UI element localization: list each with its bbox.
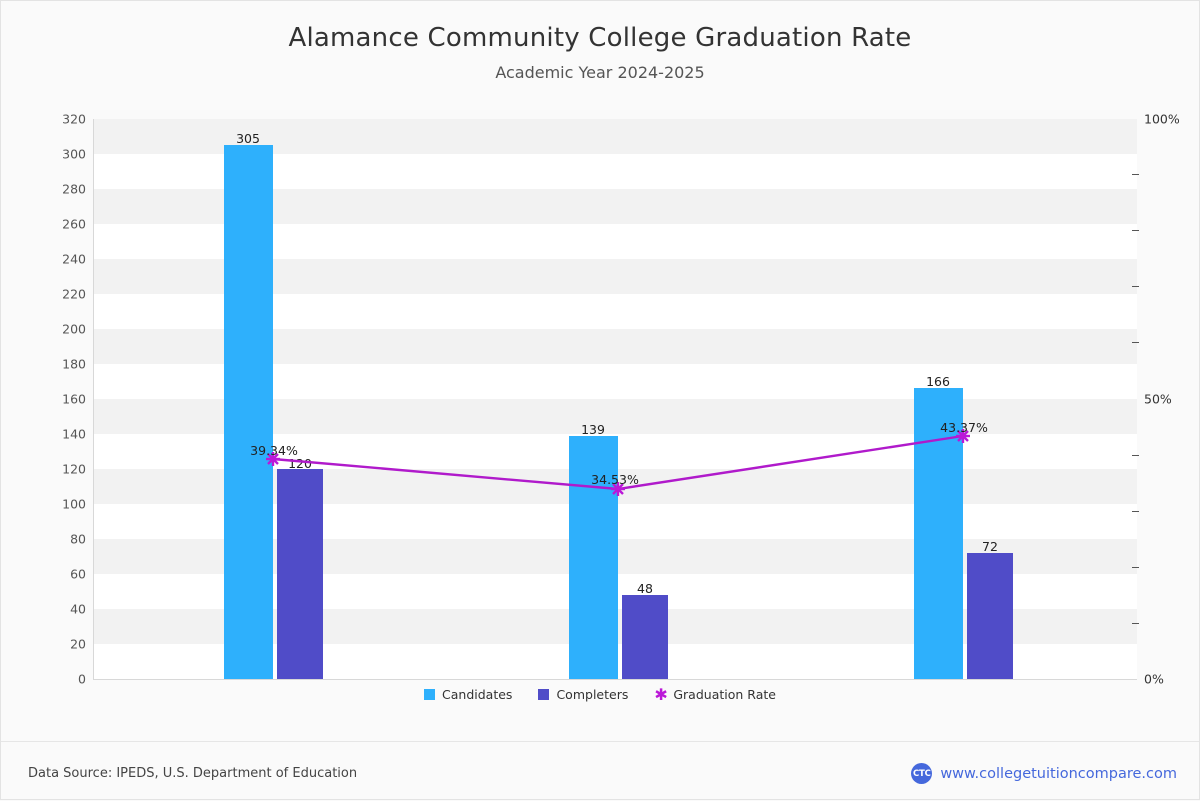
y2-axis-minor-tick <box>1132 342 1139 343</box>
y-axis-tick-40: 40 <box>70 601 86 617</box>
ctc-logo-icon: CTC <box>911 763 933 784</box>
y2-axis-tick-50: 50% <box>1144 391 1172 407</box>
y-axis-tick-320: 320 <box>62 111 86 127</box>
legend-item-graduation-rate[interactable]: ✱ Graduation Rate <box>654 685 776 704</box>
chart-title: Alamance Community College Graduation Ra… <box>288 23 912 53</box>
y-axis-tick-240: 240 <box>62 251 86 267</box>
legend-label-completers: Completers <box>556 687 629 702</box>
y-axis-tick-180: 180 <box>62 356 86 372</box>
y2-axis-minor-tick <box>1132 230 1139 231</box>
y-axis-tick-260: 260 <box>62 216 86 232</box>
footer-divider <box>1 741 1199 742</box>
y2-axis-minor-tick <box>1132 511 1139 512</box>
y-axis-tick-160: 160 <box>62 391 86 407</box>
legend-item-candidates[interactable]: Candidates <box>424 687 512 702</box>
legend-swatch-completers-icon <box>538 689 550 700</box>
bar-value-candidates-men: 139 <box>581 422 605 437</box>
rate-label-men: 34.53% <box>591 472 639 487</box>
rate-label-total: 39.34% <box>250 443 298 458</box>
y-axis-tick-300: 300 <box>62 146 86 162</box>
legend-item-completers[interactable]: Completers <box>538 687 628 702</box>
legend-star-marker-icon: ✱ <box>654 685 668 704</box>
bar-value-candidates-women: 166 <box>926 374 950 389</box>
bar-completers-total[interactable] <box>277 469 323 679</box>
chart-legend: Candidates Completers ✱ Graduation Rate <box>1 684 1199 705</box>
y2-axis-minor-tick <box>1132 286 1139 287</box>
y-axis-tick-280: 280 <box>62 181 86 197</box>
chart-subtitle: Academic Year 2024-2025 <box>495 63 705 82</box>
y-axis-tick-20: 20 <box>70 636 86 652</box>
bar-value-completers-total: 120 <box>288 456 312 471</box>
legend-label-graduation-rate: Graduation Rate <box>673 687 776 702</box>
y2-axis-tick-0: 0% <box>1144 671 1164 687</box>
legend-swatch-candidates-icon <box>424 689 436 700</box>
bar-value-candidates-total: 305 <box>236 131 260 146</box>
y-axis-tick-80: 80 <box>70 531 86 547</box>
legend-label-candidates: Candidates <box>442 687 513 702</box>
bar-candidates-total[interactable] <box>224 145 273 679</box>
bar-value-completers-women: 72 <box>982 539 998 554</box>
y2-axis-minor-tick <box>1132 174 1139 175</box>
bar-value-completers-men: 48 <box>637 581 653 596</box>
y-axis-tick-0: 0 <box>78 671 86 687</box>
y2-axis-minor-tick <box>1132 623 1139 624</box>
rate-label-women: 43.37% <box>940 420 988 435</box>
site-credit[interactable]: CTC www.collegetuitioncompare.com <box>911 763 1177 784</box>
data-source-text: Data Source: IPEDS, U.S. Department of E… <box>28 766 358 781</box>
y2-axis-minor-tick <box>1132 455 1139 456</box>
y-axis-tick-60: 60 <box>70 566 86 582</box>
y-axis-tick-100: 100 <box>62 496 86 512</box>
y-axis-tick-220: 220 <box>62 286 86 302</box>
y-axis-tick-200: 200 <box>62 321 86 337</box>
bar-completers-women[interactable] <box>967 553 1013 679</box>
y2-axis-minor-tick <box>1132 567 1139 568</box>
bar-completers-men[interactable] <box>622 595 668 679</box>
site-url-link[interactable]: www.collegetuitioncompare.com <box>940 765 1177 782</box>
y2-axis-tick-100: 100% <box>1144 111 1180 127</box>
y-axis-tick-120: 120 <box>62 461 86 477</box>
y-axis-tick-140: 140 <box>62 426 86 442</box>
